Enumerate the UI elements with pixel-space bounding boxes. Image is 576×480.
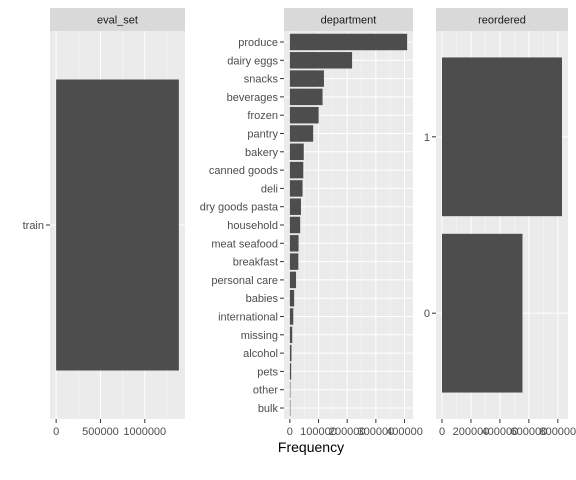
y-tick-label: dairy eggs (227, 55, 278, 67)
bar-dry-goods-pasta (289, 198, 301, 215)
y-tick-label: breakfast (233, 257, 278, 269)
bar-breakfast (289, 253, 299, 270)
y-tick-label: 0 (424, 308, 430, 320)
y-tick-label: 1 (424, 132, 430, 144)
bar-other (289, 381, 291, 398)
y-tick-label: dry goods pasta (200, 202, 279, 214)
y-tick-label: personal care (211, 275, 278, 287)
y-tick-label: pantry (247, 128, 278, 140)
y-tick-label: pets (257, 366, 278, 378)
bar-missing (289, 326, 293, 344)
y-tick-label: other (253, 385, 278, 397)
x-axis-title: Frequency (278, 439, 344, 455)
bar-0 (442, 233, 523, 393)
bar-pantry (289, 125, 314, 142)
facet-strip (50, 8, 185, 31)
y-tick-label: bulk (258, 403, 279, 415)
y-tick-label: beverages (227, 92, 279, 104)
bar-dairy-eggs (289, 52, 353, 69)
bar-bulk (289, 399, 291, 417)
y-tick-label: train (23, 220, 44, 232)
bar-frozen (289, 106, 319, 124)
y-tick-label: babies (246, 293, 279, 305)
facet-strip (284, 8, 413, 31)
bar-international (289, 308, 294, 325)
x-tick-label: 800000 (539, 426, 576, 438)
bar-snacks (289, 70, 324, 87)
x-tick-label: 1000000 (123, 426, 166, 438)
x-tick-label: 400000 (386, 426, 423, 438)
bar-beverages (289, 88, 323, 106)
bar-alcohol (289, 344, 292, 362)
x-tick-label: 600000 (511, 426, 548, 438)
x-tick-label: 0 (53, 426, 59, 438)
bar-pets (289, 363, 292, 380)
y-tick-label: frozen (247, 110, 278, 122)
x-tick-label: 400000 (482, 426, 519, 438)
facet-strip-label: department (321, 15, 377, 27)
y-tick-label: missing (241, 330, 278, 342)
x-tick-label: 500000 (82, 426, 119, 438)
y-tick-label: canned goods (209, 165, 279, 177)
facet-strip-label: eval_set (97, 15, 138, 27)
y-tick-label: snacks (244, 74, 279, 86)
bar-produce (289, 33, 408, 51)
y-tick-label: alcohol (243, 348, 278, 360)
facet-strip-label: reordered (478, 15, 526, 27)
bar-deli (289, 180, 303, 197)
x-tick-label: 200000 (329, 426, 366, 438)
x-tick-label: 100000 (300, 426, 337, 438)
y-tick-label: deli (261, 183, 278, 195)
x-tick-label: 200000 (453, 426, 490, 438)
bar-canned-goods (289, 161, 304, 179)
bar-personal-care (289, 271, 297, 289)
bar-babies (289, 289, 295, 307)
y-tick-label: bakery (245, 147, 279, 159)
y-tick-label: household (227, 220, 278, 232)
y-tick-label: produce (238, 37, 278, 49)
bar-1 (442, 57, 562, 217)
x-tick-label: 300000 (358, 426, 395, 438)
panel-department: department produce dairy eggs snacks beverag… (200, 8, 423, 438)
x-tick-label: 0 (287, 426, 293, 438)
bar-household (289, 216, 301, 234)
x-tick-label: 0 (439, 426, 445, 438)
facet-strip (436, 8, 568, 31)
y-tick-label: international (218, 312, 278, 324)
y-tick-label: meat seafood (211, 238, 278, 250)
bar-train (56, 79, 179, 371)
bar-meat-seafood (289, 235, 299, 252)
bar-bakery (289, 143, 304, 161)
